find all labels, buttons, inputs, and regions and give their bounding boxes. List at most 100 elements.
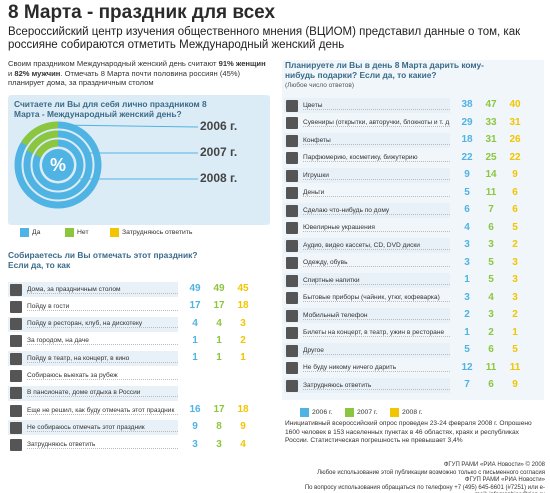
legend-swatch xyxy=(65,228,74,237)
icon xyxy=(10,318,22,331)
row-value: 6 xyxy=(488,221,494,233)
row-value: 3 xyxy=(464,256,470,268)
row-label: Конфеты xyxy=(303,137,450,145)
gifts-note: (Любое число ответов) xyxy=(285,82,354,89)
ring-arc xyxy=(21,121,59,146)
icon xyxy=(10,370,22,382)
row-value: 6 xyxy=(464,204,470,215)
table-row: Не собираюсь отмечать этот праздник xyxy=(8,420,178,436)
table-row: Сувениры (открытки, авторучки, блокноты … xyxy=(284,116,450,131)
row-label: Еще не решил, как буду отмечать этот пра… xyxy=(27,407,178,415)
row-value: 5 xyxy=(464,344,470,355)
icon xyxy=(286,187,298,199)
rings: % xyxy=(14,121,199,209)
row-value: 1 xyxy=(192,352,198,364)
row-value: 9 xyxy=(464,169,470,180)
row-value: 1 xyxy=(216,352,222,364)
table-row: Ювелирные украшения xyxy=(284,221,450,236)
row-value: 33 xyxy=(485,116,497,128)
row-value: 7 xyxy=(488,204,494,215)
icon xyxy=(286,222,298,234)
row-label: Пойду в ресторан, клуб, на дискотеку xyxy=(27,320,178,329)
row-value: 3 xyxy=(512,256,518,268)
row-value: 49 xyxy=(213,283,225,294)
row-value: 4 xyxy=(216,317,222,329)
table-row: Не буду никому ничего дарить xyxy=(284,361,450,376)
row-value: 6 xyxy=(512,204,518,215)
row-value: 1 xyxy=(464,326,470,338)
row-value: 45 xyxy=(237,283,249,294)
legend-item: 2006 г. xyxy=(300,408,333,417)
intro-bold: 91% женщин xyxy=(218,59,266,68)
icon xyxy=(10,404,22,417)
row-label: Сделаю что-нибудь по дому xyxy=(303,207,450,215)
row-value: 38 xyxy=(461,99,473,110)
row-label: Собираюсь выехать за рубеж xyxy=(27,372,178,380)
row-label: Бытовые приборы (чайник, утюг, кофеварка… xyxy=(303,294,450,302)
row-value: 3 xyxy=(240,317,246,329)
row-value: 31 xyxy=(485,134,497,145)
holiday-question: Считаете ли Вы для себя лично праздником… xyxy=(14,99,207,119)
row-value: 18 xyxy=(237,404,249,416)
row-value: 3 xyxy=(464,239,470,250)
table-row: Деньги xyxy=(284,186,450,201)
row-value: 4 xyxy=(464,221,470,233)
row-value: 3 xyxy=(512,291,518,303)
row-value: 17 xyxy=(213,300,225,312)
row-value: 5 xyxy=(488,256,494,268)
icon xyxy=(286,292,298,304)
subtitle: Всероссийский центр изучения общественно… xyxy=(8,26,521,51)
table-row: Цветы xyxy=(284,98,450,113)
row-label: Другое xyxy=(303,347,450,355)
table-row: Затрудняюсь ответить xyxy=(8,438,178,453)
legend-swatch xyxy=(345,408,354,417)
row-value: 11 xyxy=(485,186,497,198)
row-value: 3 xyxy=(512,274,518,285)
table-row: Сделаю что-нибудь по дому xyxy=(284,203,450,218)
ring-center xyxy=(42,149,74,181)
ring-arc xyxy=(26,130,59,154)
credit: Любое использование этой публикации возм… xyxy=(317,469,545,484)
row-value: 17 xyxy=(213,404,225,416)
row-label: Затрудняюсь ответить xyxy=(27,441,178,450)
row-value: 29 xyxy=(461,116,473,128)
row-value: 22 xyxy=(509,151,521,163)
icon xyxy=(286,169,298,182)
row-value: 6 xyxy=(488,344,494,355)
row-label: Не буду никому ничего дарить xyxy=(303,364,450,372)
gifts-question: Планируете ли Вы в день 8 Марта дарить к… xyxy=(285,60,484,80)
intro-text: Своим праздником Международный женский д… xyxy=(8,59,219,68)
row-value: 4 xyxy=(488,291,494,303)
legend-swatch xyxy=(300,408,309,417)
legend-swatch xyxy=(110,228,119,237)
icon xyxy=(286,152,298,164)
icon xyxy=(10,421,22,434)
table-row: В пансионате, доме отдыха в России xyxy=(8,385,178,401)
row-value: 9 xyxy=(240,421,246,433)
row-label: Цветы xyxy=(303,102,450,110)
icon xyxy=(286,379,298,392)
table-row: Мобильный телефон xyxy=(284,308,450,323)
row-label: Ювелирные украшения xyxy=(303,224,450,232)
row-label: За городом, на даче xyxy=(27,337,178,346)
row-value: 18 xyxy=(461,134,473,145)
table-row: Бытовые приборы (чайник, утюг, кофеварка… xyxy=(284,291,450,306)
center-label: % xyxy=(50,155,66,175)
legend-label: 2006 г. xyxy=(312,409,333,416)
icon xyxy=(286,117,298,129)
row-value: 31 xyxy=(509,116,521,128)
intro-text: и xyxy=(8,68,15,78)
row-label: Игрушки xyxy=(303,172,450,180)
row-label: Билеты на концерт, в театр, ужин в ресто… xyxy=(303,329,450,337)
row-value: 3 xyxy=(192,438,198,450)
table-row: За городом, на даче xyxy=(8,334,178,349)
legend-item: Затрудняюсь ответить xyxy=(110,228,192,237)
table-row: Игрушки xyxy=(284,168,450,183)
row-value: 2 xyxy=(488,326,494,338)
legend-label: Нет xyxy=(77,229,89,236)
table-row: Собираюсь выехать за рубеж xyxy=(8,369,178,384)
table-row: Билеты на концерт, в театр, ужин в ресто… xyxy=(284,326,450,341)
row-label: Пойду в театр, на концерт, в кино xyxy=(27,355,178,363)
credit: ФГУП РАМИ «РИА Новости» © 2008 xyxy=(443,462,545,468)
ring-arc xyxy=(34,139,59,158)
